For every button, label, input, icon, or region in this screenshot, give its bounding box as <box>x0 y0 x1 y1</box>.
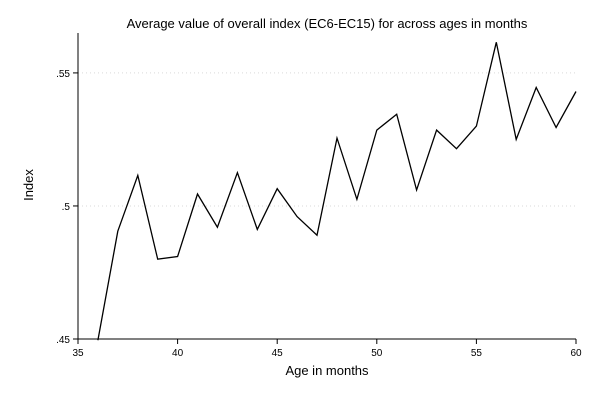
x-axis-ticks: 35 40 45 50 55 60 <box>72 339 582 359</box>
y-axis-ticks: .45 .5 .55 <box>56 69 78 346</box>
x-tick-label: 35 <box>72 348 84 359</box>
y-axis-label: Index <box>21 169 36 201</box>
x-tick-label: 60 <box>570 348 582 359</box>
y-tick-label: .45 <box>56 335 70 346</box>
series-line <box>97 42 577 341</box>
x-tick-label: 55 <box>471 348 483 359</box>
chart-title: Average value of overall index (EC6-EC15… <box>127 16 528 31</box>
y-tick-label: .5 <box>62 202 71 213</box>
x-tick-label: 50 <box>371 348 383 359</box>
x-tick-label: 40 <box>172 348 184 359</box>
x-axis-label: Age in months <box>285 363 369 378</box>
y-tick-label: .55 <box>56 69 70 80</box>
grid-lines <box>78 72 576 340</box>
x-tick-label: 45 <box>272 348 284 359</box>
